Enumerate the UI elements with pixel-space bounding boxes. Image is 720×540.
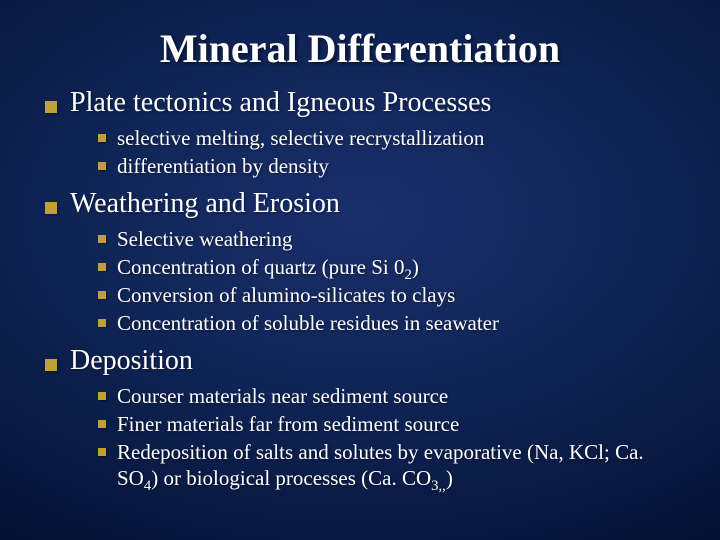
item-text: Finer materials far from sediment source <box>117 412 459 436</box>
section-items: Courser materials near sediment source F… <box>95 383 690 492</box>
section-weathering: Weathering and Erosion Selective weather… <box>40 188 690 337</box>
section-heading: Plate tectonics and Igneous Processes <box>70 87 491 118</box>
item-text: selective melting, selective recrystalli… <box>117 126 484 150</box>
list-item: selective melting, selective recrystalli… <box>95 125 690 151</box>
item-text: Concentration of quartz (pure Si 02) <box>117 255 419 279</box>
section-deposition: Deposition Courser materials near sedime… <box>40 345 690 492</box>
list-item: Selective weathering <box>95 226 690 252</box>
list-item: Redeposition of salts and solutes by eva… <box>95 439 690 492</box>
item-text: Redeposition of salts and solutes by eva… <box>117 440 644 490</box>
list-item: Courser materials near sediment source <box>95 383 690 409</box>
list-item: Concentration of soluble residues in sea… <box>95 310 690 336</box>
slide-container: Mineral Differentiation Plate tectonics … <box>0 0 720 540</box>
item-text: Conversion of alumino-silicates to clays <box>117 283 455 307</box>
section-items: selective melting, selective recrystalli… <box>95 125 690 180</box>
list-item: Concentration of quartz (pure Si 02) <box>95 254 690 280</box>
list-item: Conversion of alumino-silicates to clays <box>95 282 690 308</box>
item-text: Concentration of soluble residues in sea… <box>117 311 499 335</box>
section-plate-tectonics: Plate tectonics and Igneous Processes se… <box>40 87 690 180</box>
list-item: differentiation by density <box>95 153 690 179</box>
item-text: Selective weathering <box>117 227 293 251</box>
slide-title: Mineral Differentiation <box>30 25 690 72</box>
item-text: Courser materials near sediment source <box>117 384 448 408</box>
section-heading: Weathering and Erosion <box>70 188 340 219</box>
item-text: differentiation by density <box>117 154 329 178</box>
list-item: Finer materials far from sediment source <box>95 411 690 437</box>
section-items: Selective weathering Concentration of qu… <box>95 226 690 337</box>
outline-level1: Plate tectonics and Igneous Processes se… <box>40 87 690 492</box>
section-heading: Deposition <box>70 345 193 376</box>
